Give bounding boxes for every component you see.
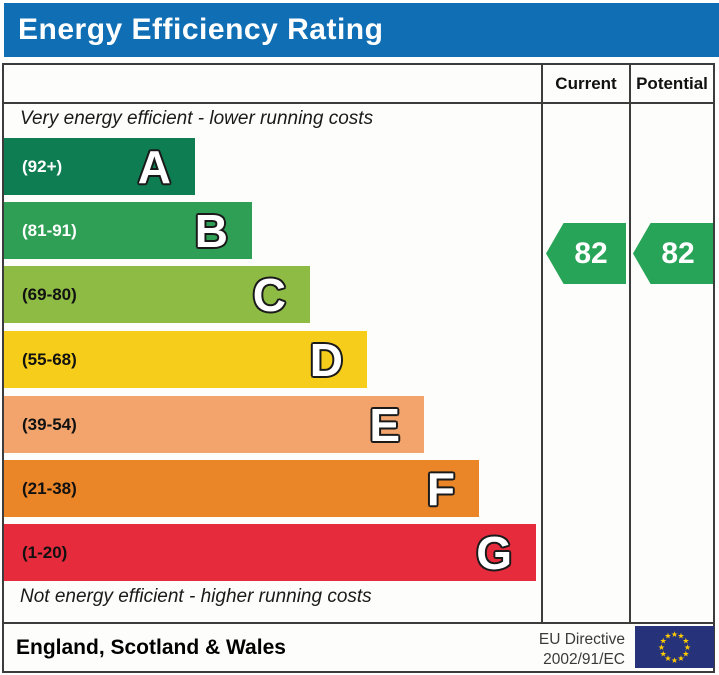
eu-flag-icon: ★ ★ ★ ★ ★ ★ ★ ★ ★ ★ ★ ★ [635,626,714,668]
svg-text:★: ★ [658,643,665,652]
rating-table: Current Potential Very energy efficient … [2,63,715,673]
svg-text:★: ★ [664,654,671,663]
svg-text:★: ★ [660,636,667,645]
band-a: (92+) A [4,138,195,195]
band-c: (69-80) C [4,266,310,323]
potential-rating-arrow: 82 [633,223,713,284]
band-a-range: (92+) [22,156,63,176]
band-b-range: (81-91) [22,220,77,240]
svg-text:★: ★ [664,632,671,641]
svg-text:★: ★ [660,649,667,658]
band-d-range: (55-68) [22,349,77,369]
bottom-note: Not energy efficient - higher running co… [20,586,372,607]
svg-text:★: ★ [684,643,691,652]
svg-text:★: ★ [682,636,689,645]
current-column-divider [541,65,543,622]
band-f: (21-38) F [4,460,479,517]
band-d: (55-68) D [4,331,367,388]
eu-directive-label: EU Directive 2002/91/EC [539,630,625,670]
band-g-range: (1-20) [22,542,68,562]
band-g-letter: G [476,526,512,579]
column-header-potential: Potential [636,74,708,93]
page-title: Energy Efficiency Rating [18,13,384,46]
svg-text:★: ★ [677,654,684,663]
svg-text:★: ★ [671,656,678,665]
potential-rating-value: 82 [661,236,695,270]
current-rating-arrow: 82 [546,223,626,284]
band-e-range: (39-54) [22,414,77,434]
band-f-range: (21-38) [22,478,77,498]
band-b: (81-91) B [4,202,252,259]
band-e-letter: E [369,398,400,451]
band-b-letter: B [194,204,228,257]
top-note: Very energy efficient - lower running co… [20,108,374,129]
band-e: (39-54) E [4,396,424,453]
band-c-letter: C [252,268,286,321]
footer-divider [4,622,713,624]
svg-text:★: ★ [677,632,684,641]
band-f-letter: F [426,462,455,515]
title-bar: Energy Efficiency Rating [4,3,719,57]
potential-column-divider [629,65,631,622]
header-divider [4,102,713,104]
column-header-current: Current [555,74,617,93]
region-label: England, Scotland & Wales [16,636,286,659]
svg-text:★: ★ [671,630,678,639]
band-g: (1-20) G [4,524,536,581]
eu-directive-line2: 2002/91/EC [543,651,625,669]
band-d-letter: D [309,333,343,386]
band-c-range: (69-80) [22,284,77,304]
current-rating-value: 82 [574,236,608,270]
eu-directive-line1: EU Directive [538,631,625,648]
svg-text:★: ★ [682,649,689,658]
band-a-letter: A [137,140,171,193]
